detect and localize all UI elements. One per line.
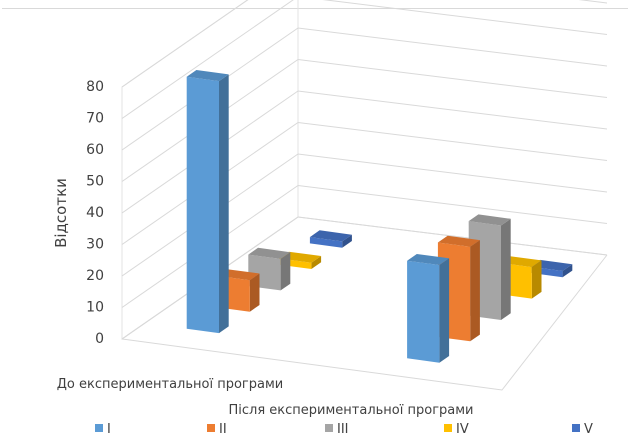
legend-swatch-I [95,424,103,432]
bar-front-face [309,237,343,248]
gridline [121,27,608,151]
y-tick-label: 10 [86,300,104,316]
gridline [121,121,608,245]
y-tick-label: 40 [86,205,104,221]
bar-side-face [562,264,573,278]
legend-swatch-V [572,424,580,432]
bar-top-face [407,254,450,265]
bar-side-face [439,258,450,363]
bar-side-face [470,240,480,342]
gridlines [121,0,608,340]
bar-top-face [437,235,480,247]
gridline [121,0,608,88]
bar-side-face [311,256,322,269]
bar-V-before [309,230,352,248]
legend-label-V: V [584,422,593,437]
chart-border-line [2,8,628,9]
gridline [121,153,608,277]
y-axis-ticks: 0 10 20 30 40 50 60 70 80 [86,79,104,347]
y-tick-label: 20 [86,268,104,284]
bar-top-face [468,214,511,226]
bar-side-face [531,260,542,299]
y-tick-label: 50 [86,174,104,190]
floor-edge [121,254,608,391]
legend: I II III IV V [95,422,593,437]
bar-side-face [280,252,291,291]
bar-top-face [248,247,291,259]
bar-front-face [407,260,440,363]
legend-label-IV: IV [456,422,469,437]
bar-top-face [186,70,229,82]
category-label-before: До експериментальної програми [57,377,283,392]
legend-label-II: II [219,422,227,437]
y-tick-label: 80 [86,79,104,95]
legend-label-III: III [337,422,349,437]
category-label-after: Після експериментальної програми [228,403,473,418]
gridline [121,58,608,182]
gridline [121,184,608,308]
bar-I-after [407,254,450,363]
bars [186,70,573,363]
legend-label-I: I [107,422,111,437]
y-tick-label: 30 [86,237,104,253]
y-tick-label: 60 [86,142,104,158]
legend-swatch-IV [444,424,452,432]
bar-side-face [219,74,229,334]
gridline [121,0,608,119]
gridline [121,90,608,214]
bar-side-face [501,218,511,320]
legend-swatch-III [325,424,333,432]
bar-top-face [309,230,352,242]
bar-I-before [186,70,229,334]
bar-side-face [249,273,260,312]
y-tick-label: 0 [95,331,104,347]
bar-side-face [342,234,352,248]
bar-front-face [186,76,219,334]
y-tick-label: 70 [86,111,104,127]
legend-swatch-II [207,424,215,432]
y-axis-label: Відсотки [52,178,70,248]
